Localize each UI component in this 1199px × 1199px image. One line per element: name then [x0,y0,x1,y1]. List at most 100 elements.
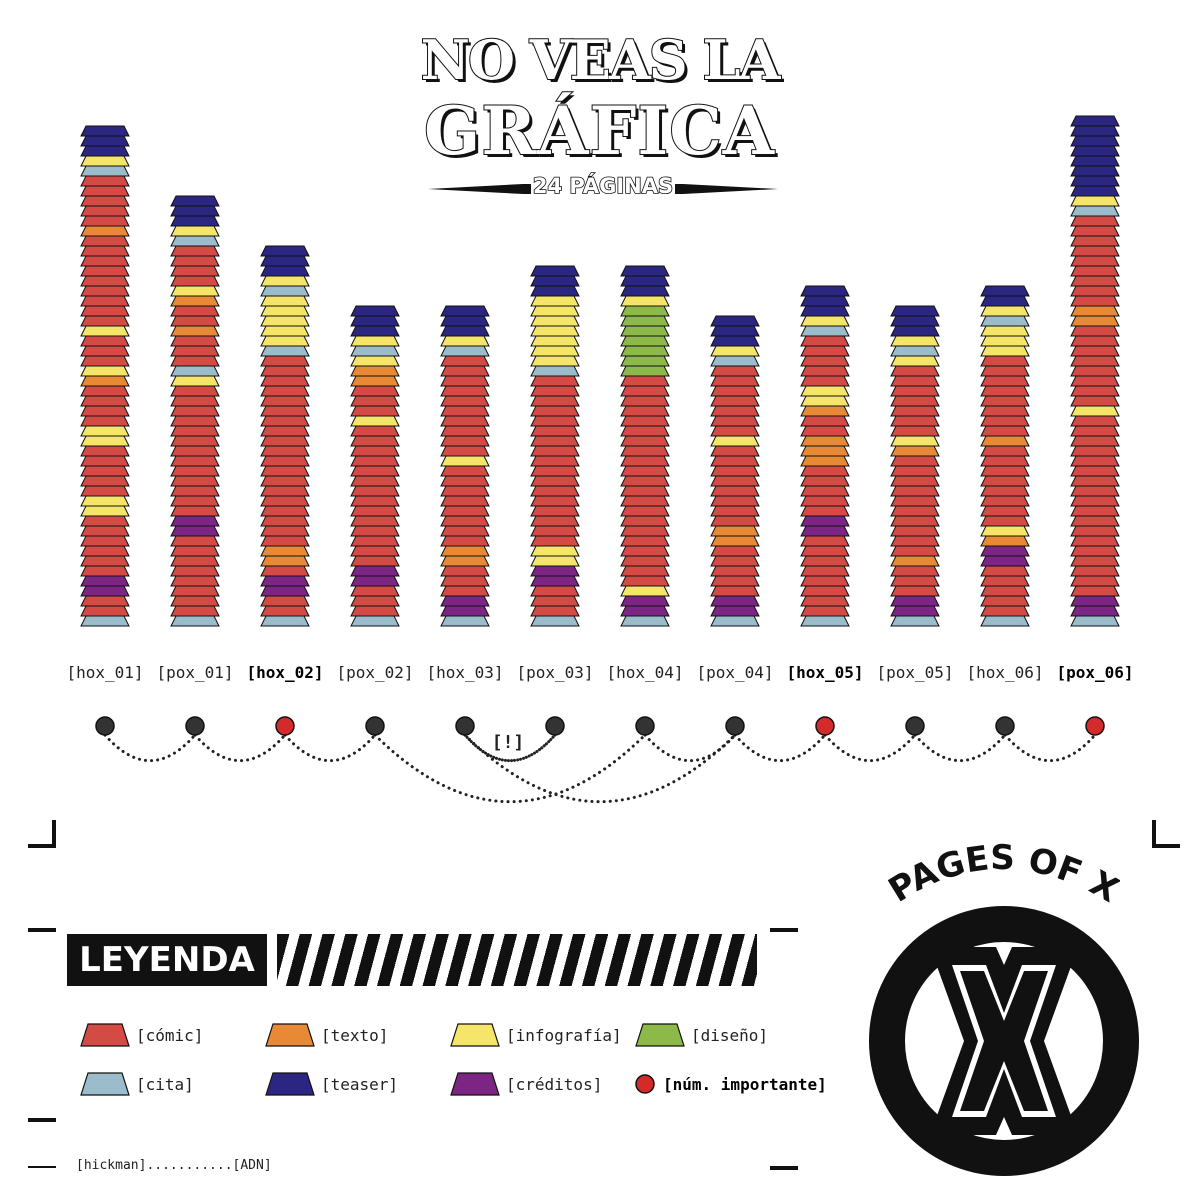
page-segment-infografia [170,225,220,237]
page-segment-comic [1070,225,1120,237]
page-segment-comic [530,385,580,397]
x-tick-label: [pox_05] [876,663,953,682]
page-segment-infografia [890,355,940,367]
page-segment-comic [1070,505,1120,517]
page-segment-comic [980,495,1030,507]
page-segment-comic [170,385,220,397]
page-segment-comic [530,455,580,467]
important-dot [275,716,295,736]
page-segment-comic [170,585,220,597]
page-segment-comic [350,405,400,417]
page-segment-comic [170,345,220,357]
page-segment-comic [80,455,130,467]
page-segment-infografia [1070,405,1120,417]
important-dot [815,716,835,736]
corner-mark-right-vertical [1152,820,1156,848]
page-segment-comic [800,565,850,577]
legend-swatch-diseno [635,1023,685,1047]
page-segment-comic [350,385,400,397]
page-segment-comic [1070,535,1120,547]
page-segment-comic [530,415,580,427]
page-segment-cita [350,345,400,357]
page-segment-infografia [530,345,580,357]
logo-text: PAGES OF X [882,840,1120,910]
legend-label: [texto] [321,1025,389,1045]
page-segment-teaser [1070,135,1120,147]
page-segment-infografia [800,395,850,407]
legend-swatch-dot [635,1074,655,1094]
connection-arc [823,733,917,762]
connection-arc [643,733,737,762]
page-segment-comic [890,545,940,557]
legend-item-teaser: [teaser] [265,1069,398,1099]
page-segment-comic [440,375,490,387]
page-segment-texto [170,295,220,307]
page-segment-comic [710,395,760,407]
page-segment-teaser [800,285,850,297]
page-segment-comic [350,395,400,407]
page-segment-infografia [800,315,850,327]
page-segment-cita [890,345,940,357]
page-segment-comic [170,545,220,557]
page-segment-infografia [530,555,580,567]
page-segment-comic [620,455,670,467]
page-segment-comic [890,525,940,537]
page-segment-teaser [890,325,940,337]
page-segment-creditos [170,525,220,537]
page-segment-teaser [530,285,580,297]
legend-label: [créditos] [506,1074,603,1094]
page-segment-texto [350,375,400,387]
page-segment-comic [80,395,130,407]
page-segment-cita [980,315,1030,327]
page-segment-comic [620,425,670,437]
page-segment-creditos [800,515,850,527]
dash-mark [28,1118,56,1122]
page-segment-cita [260,615,310,627]
page-segment-comic [170,435,220,447]
page-segment-comic [890,535,940,547]
page-segment-comic [800,545,850,557]
page-segment-comic [1070,345,1120,357]
corner-mark-left-vertical [52,820,56,848]
connection-dot [995,716,1015,736]
page-segment-creditos [350,565,400,577]
page-segment-infografia [710,435,760,447]
connection-arc [463,733,737,804]
legend-item-importante: [núm. importante] [635,1069,827,1099]
legend-item-texto: [texto] [265,1020,388,1050]
page-segment-comic [980,585,1030,597]
connection-arc [193,733,287,762]
page-segment-comic [260,365,310,377]
page-segment-cita [80,615,130,627]
page-segment-comic [710,565,760,577]
bar-hox_01 [80,125,130,627]
page-segment-comic [800,505,850,517]
page-segment-comic [350,465,400,477]
page-segment-comic [440,575,490,587]
connection-dot [725,716,745,736]
x-logo-icon [869,906,1139,1176]
page-segment-comic [980,385,1030,397]
page-segment-teaser [80,125,130,137]
page-segment-infografia [530,545,580,557]
page-segment-cita [350,615,400,627]
x-tick-label: [pox_03] [516,663,593,682]
page-segment-comic [800,485,850,497]
page-segment-comic [440,495,490,507]
page-segment-comic [800,355,850,367]
connection-dot [95,716,115,736]
page-segment-comic [620,405,670,417]
page-segment-comic [890,585,940,597]
page-segment-comic [1070,435,1120,447]
page-segment-cita [260,345,310,357]
page-segment-comic [170,335,220,347]
page-segment-comic [80,605,130,617]
page-segment-comic [980,405,1030,417]
page-segment-comic [710,375,760,387]
legend-label: [núm. importante] [663,1074,827,1094]
page-segment-teaser [620,275,670,287]
page-segment-teaser [890,305,940,317]
page-segment-infografia [80,435,130,447]
x-tick-label: [hox_02] [246,663,323,682]
page-segment-comic [80,305,130,317]
